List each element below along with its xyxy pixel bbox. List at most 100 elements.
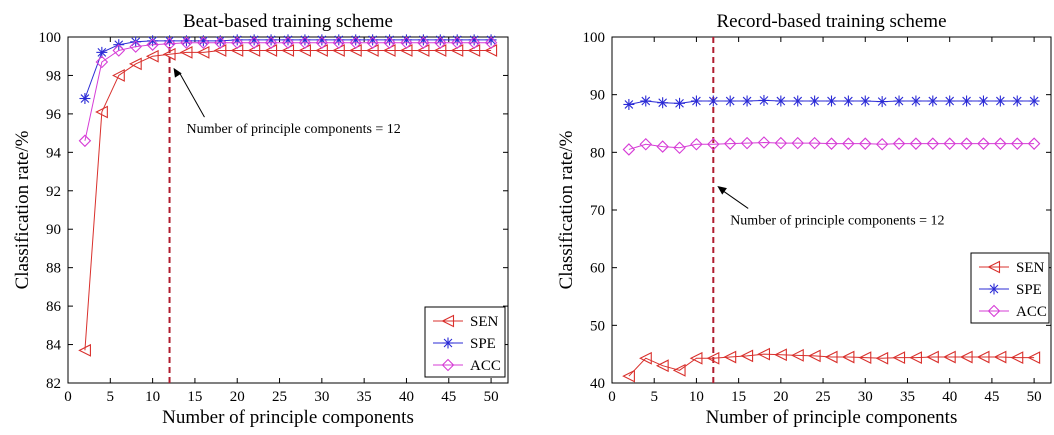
chart-title: Record-based training scheme	[716, 11, 946, 32]
x-tick-label: 20	[230, 389, 245, 405]
data-point-spe	[265, 34, 277, 46]
data-point-spe	[79, 93, 91, 105]
data-point-acc	[95, 55, 109, 69]
data-point-spe	[623, 98, 635, 110]
data-point-sen	[655, 359, 669, 373]
y-tick-label: 88	[46, 261, 61, 277]
x-tick-label: 35	[357, 389, 372, 405]
y-tick-label: 92	[46, 184, 61, 200]
x-tick-label: 15	[731, 389, 746, 405]
data-point-spe	[775, 95, 787, 107]
legend-marker-acc	[441, 358, 455, 372]
y-tick-label: 86	[46, 299, 62, 315]
data-point-acc	[467, 36, 481, 50]
data-point-sen	[757, 347, 771, 361]
x-tick-label: 15	[187, 389, 202, 405]
data-point-spe	[910, 95, 922, 107]
data-point-acc	[146, 38, 159, 51]
data-point-acc	[707, 137, 720, 151]
series-line-acc	[84, 42, 492, 141]
data-point-sen	[774, 348, 787, 362]
data-point-acc	[417, 36, 430, 50]
x-axis-label: Number of principle components	[162, 407, 414, 428]
annotation-arrow-head	[717, 186, 727, 195]
data-point-spe	[826, 95, 837, 107]
x-tick-label: 30	[858, 389, 873, 405]
data-point-sen	[112, 69, 125, 82]
data-point-spe	[96, 46, 108, 58]
plot-frame	[611, 36, 1052, 384]
data-point-acc	[1010, 137, 1024, 150]
data-point-acc	[943, 137, 956, 150]
data-point-sen	[926, 350, 939, 364]
series-line-acc	[628, 142, 1035, 150]
data-point-sen	[858, 351, 872, 365]
series-line-sen	[628, 353, 1035, 377]
data-point-acc	[977, 137, 990, 150]
legend-label-sen: SEN	[1016, 260, 1045, 276]
data-point-sen	[993, 350, 1007, 364]
legend-marker-sen	[441, 314, 455, 328]
data-point-spe	[792, 95, 804, 107]
series-line-sen	[84, 49, 492, 351]
data-point-acc	[332, 36, 346, 50]
x-tick-label: 30	[314, 389, 329, 405]
data-point-acc	[484, 36, 498, 50]
data-point-acc	[214, 36, 227, 50]
data-point-acc	[740, 136, 754, 150]
beat-based-chart-svg: Beat-based training scheme 0 5 10 15 20 25 30 35…	[12, 11, 509, 428]
data-point-spe	[876, 96, 888, 108]
legend-label-spe: SPE	[1016, 282, 1042, 298]
data-point-acc	[400, 36, 413, 50]
x-tick-label: 40	[399, 389, 414, 405]
data-point-spe	[724, 95, 736, 107]
data-point-sen	[807, 349, 821, 363]
data-point-acc	[180, 36, 193, 50]
chart-panel-record-based: Record-based training scheme 0 5 10 15 20 25 30…	[527, 0, 1054, 435]
x-tick-label: 5	[650, 389, 658, 405]
legend-label-sen: SEN	[470, 314, 499, 330]
data-point-acc	[315, 36, 329, 50]
x-tick-label: 50	[484, 389, 499, 405]
data-point-spe	[961, 95, 973, 107]
data-point-acc	[383, 36, 396, 50]
data-point-sen	[942, 350, 956, 364]
data-point-sen	[689, 351, 703, 365]
y-axis-label: Classification rate/%	[556, 130, 577, 289]
legend-label-acc: ACC	[470, 358, 501, 374]
y-tick-label: 70	[590, 203, 605, 219]
x-tick-label: 20	[773, 389, 788, 405]
data-point-sen	[791, 348, 804, 362]
data-point-acc	[960, 137, 973, 150]
data-point-acc	[723, 137, 737, 150]
y-tick-label: 96	[46, 107, 62, 123]
data-point-sen	[672, 363, 686, 377]
data-point-acc	[791, 136, 805, 150]
data-point-sen	[145, 49, 159, 63]
annotation-text: Number of principle components = 12	[186, 122, 400, 137]
data-point-spe	[1011, 95, 1023, 107]
data-point-sen	[909, 351, 922, 365]
x-tick-label: 5	[107, 389, 115, 405]
data-point-acc	[690, 137, 703, 151]
data-point-spe	[707, 95, 719, 107]
data-point-sen	[622, 369, 635, 383]
data-point-acc	[281, 36, 295, 50]
data-point-sen	[976, 350, 990, 364]
legend-marker-spe	[988, 283, 1000, 295]
data-point-sen	[723, 350, 737, 364]
data-point-acc	[450, 36, 464, 50]
data-point-acc	[366, 36, 379, 50]
x-tick-label: 45	[984, 389, 999, 405]
y-tick-label: 100	[39, 30, 62, 46]
data-point-sen	[95, 105, 108, 119]
data-point-acc	[112, 44, 126, 57]
data-point-acc	[842, 137, 855, 150]
data-point-acc	[774, 136, 788, 150]
data-point-acc	[656, 140, 669, 153]
y-tick-label: 98	[46, 68, 61, 84]
data-point-sen	[959, 350, 973, 364]
y-tick-label: 84	[46, 338, 62, 354]
annotation-arrow-shaft	[723, 190, 749, 209]
data-point-sen	[179, 45, 193, 59]
